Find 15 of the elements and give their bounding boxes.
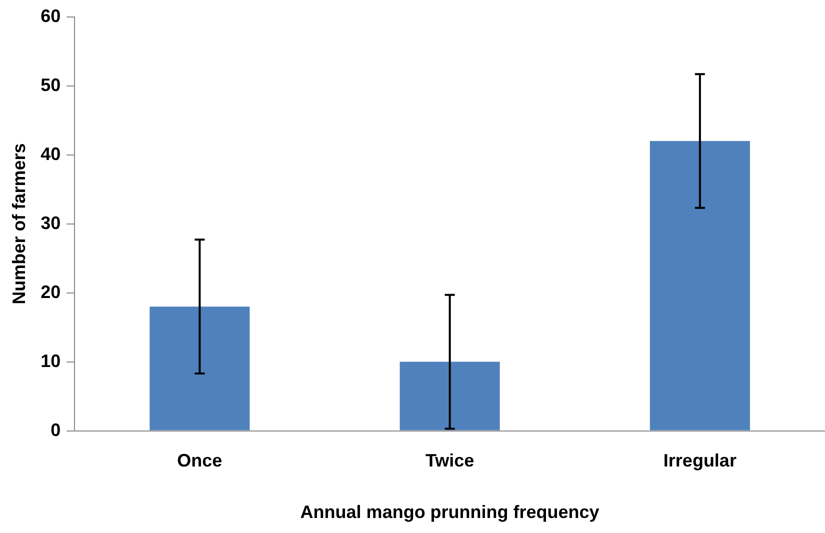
y-tick-label: 50: [40, 74, 61, 95]
y-axis-title: Number of farmers: [8, 143, 29, 304]
bar: [650, 141, 750, 430]
y-tick-label: 60: [40, 6, 61, 26]
y-tick-label: 40: [40, 144, 61, 164]
y-tick-label: 30: [40, 212, 61, 233]
bar: [400, 362, 500, 430]
y-tick-label: 20: [40, 282, 61, 302]
x-axis-title: Annual mango prunning frequency: [300, 502, 600, 522]
x-tick-label: Once: [177, 450, 222, 471]
y-tick-label: 0: [50, 420, 61, 440]
x-tick-label: Irregular: [663, 450, 736, 471]
x-tick-label: Twice: [425, 450, 474, 471]
bar: [150, 306, 250, 430]
y-tick-label: 10: [40, 350, 61, 371]
